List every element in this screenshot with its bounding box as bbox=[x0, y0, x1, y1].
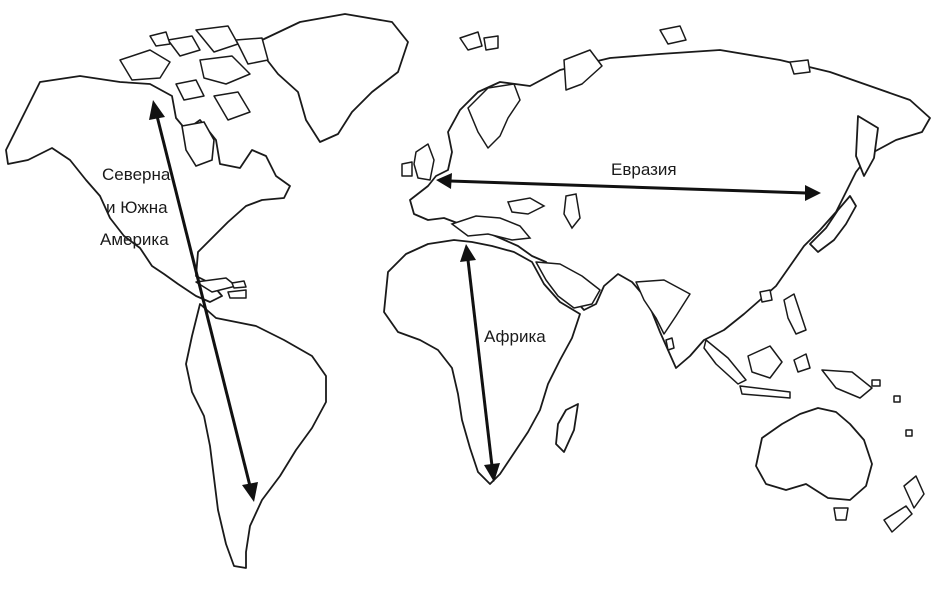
australia-landmass bbox=[755, 407, 873, 501]
americas-label-line1: Северна bbox=[102, 165, 171, 184]
pacific-islands bbox=[871, 379, 913, 437]
southeast-asia-islands bbox=[703, 289, 873, 399]
africa-extent-arrow bbox=[460, 244, 500, 482]
kamchatka-peninsula bbox=[855, 115, 879, 177]
americas-label-line3: Америка bbox=[100, 230, 169, 249]
arabian-peninsula bbox=[535, 261, 601, 309]
india-peninsula bbox=[635, 279, 691, 335]
arctic-archipelago bbox=[119, 25, 269, 121]
tasmania-island bbox=[833, 507, 849, 521]
scandinavia-coast bbox=[467, 83, 521, 149]
caribbean-islands bbox=[195, 277, 247, 299]
greenland-landmass bbox=[261, 13, 409, 143]
sri-lanka-island bbox=[665, 337, 675, 351]
north-america-landmass bbox=[5, 75, 291, 303]
siberian-islands bbox=[459, 25, 811, 91]
americas-label-line2: и Южна bbox=[106, 198, 168, 217]
inland-seas bbox=[450, 193, 581, 241]
eurasia-extent-arrow bbox=[436, 173, 821, 201]
americas-extent-arrow bbox=[149, 100, 258, 502]
madagascar-island bbox=[555, 403, 579, 453]
new-zealand-islands bbox=[883, 475, 925, 533]
hudson-bay bbox=[181, 121, 215, 167]
british-isles bbox=[401, 143, 435, 181]
eurasia-landmass bbox=[409, 49, 931, 369]
africa-landmass bbox=[383, 239, 581, 485]
eurasia-label: Евразия bbox=[611, 160, 677, 179]
africa-label: Африка bbox=[484, 327, 546, 346]
japan-islands bbox=[809, 195, 857, 253]
